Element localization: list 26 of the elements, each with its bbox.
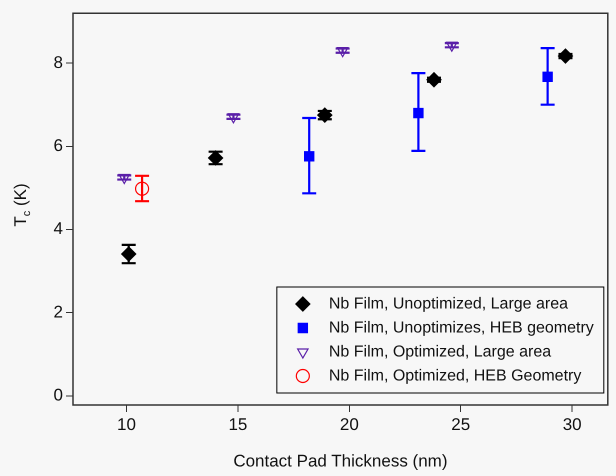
x-tick-label: 10 xyxy=(117,414,136,434)
point xyxy=(542,72,553,82)
x-axis-title: Contact Pad Thickness (nm) xyxy=(233,451,448,470)
x-tick-label: 30 xyxy=(562,414,582,434)
point xyxy=(446,42,458,52)
point xyxy=(336,47,348,58)
y-tick-label: 2 xyxy=(54,302,63,322)
point xyxy=(304,151,314,162)
y-tick-label: 8 xyxy=(54,52,63,72)
point xyxy=(558,48,574,64)
point xyxy=(228,113,240,124)
x-tick-label: 25 xyxy=(451,414,470,434)
point xyxy=(118,174,130,184)
legend-label: Nb Film, Optimized, Large area xyxy=(328,343,552,360)
legend-label: Nb Film, Unoptimized, Large area xyxy=(328,295,568,312)
x-tick-label: 15 xyxy=(228,414,248,434)
legend-label: Nb Film, Unoptimizes, HEB geometry xyxy=(328,319,594,336)
legend-label: Nb Film, Optimized, HEB Geometry xyxy=(328,367,582,384)
point xyxy=(134,182,150,196)
y-tick-label: 6 xyxy=(54,136,63,155)
y-tick-label: 0 xyxy=(54,386,63,405)
point xyxy=(426,72,442,88)
y-tick-label: 4 xyxy=(54,219,63,238)
point xyxy=(413,108,424,118)
point xyxy=(317,108,332,123)
x-tick-label: 20 xyxy=(340,414,359,434)
